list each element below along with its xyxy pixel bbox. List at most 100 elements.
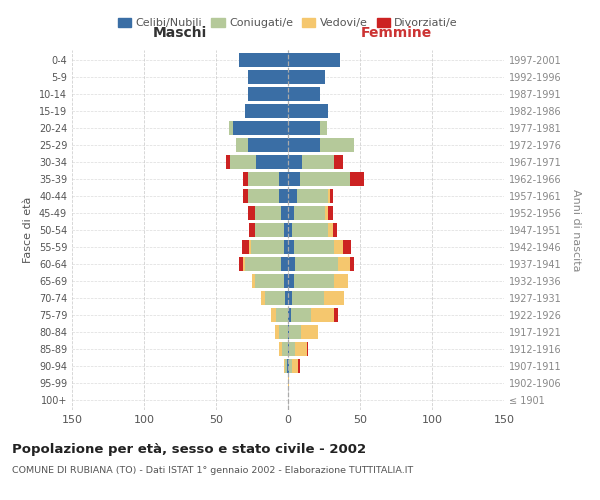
Bar <box>281 256 288 271</box>
Bar <box>288 87 320 102</box>
Bar <box>328 189 330 204</box>
Bar <box>294 206 325 220</box>
Bar <box>292 290 324 305</box>
Bar <box>284 223 288 237</box>
Bar <box>298 358 299 373</box>
Bar <box>291 308 311 322</box>
Bar <box>284 274 288 288</box>
Bar <box>294 240 334 254</box>
Bar <box>311 308 334 322</box>
Bar <box>288 290 292 305</box>
Bar <box>292 223 328 237</box>
Bar <box>334 155 343 170</box>
Bar <box>288 240 294 254</box>
Bar <box>288 189 296 204</box>
Bar <box>255 274 284 288</box>
Bar <box>244 189 248 204</box>
Bar <box>248 70 288 84</box>
Bar <box>288 342 289 356</box>
Bar <box>292 358 298 373</box>
Bar <box>289 342 295 356</box>
Bar <box>252 274 255 288</box>
Bar <box>332 223 337 237</box>
Bar <box>288 53 340 68</box>
Y-axis label: Fasce di età: Fasce di età <box>23 197 33 263</box>
Bar <box>343 240 352 254</box>
Bar <box>280 324 288 339</box>
Bar <box>288 206 294 220</box>
Bar <box>294 274 334 288</box>
Bar <box>328 206 332 220</box>
Text: Popolazione per età, sesso e stato civile - 2002: Popolazione per età, sesso e stato civil… <box>12 442 366 456</box>
Bar <box>350 172 364 186</box>
Bar <box>320 138 354 152</box>
Bar <box>248 206 255 220</box>
Bar <box>289 358 292 373</box>
Bar <box>284 240 288 254</box>
Bar <box>288 324 289 339</box>
Bar <box>244 172 248 186</box>
Bar <box>249 240 251 254</box>
Bar <box>226 155 230 170</box>
Bar <box>288 308 291 322</box>
Bar <box>299 172 350 186</box>
Bar <box>334 240 343 254</box>
Bar <box>239 256 244 271</box>
Bar <box>248 189 280 204</box>
Bar <box>229 121 233 136</box>
Bar <box>239 53 288 68</box>
Bar <box>271 308 277 322</box>
Bar <box>245 104 288 118</box>
Bar <box>282 342 288 356</box>
Bar <box>287 358 288 373</box>
Bar <box>288 274 294 288</box>
Bar <box>265 290 285 305</box>
Bar <box>288 138 320 152</box>
Bar <box>280 172 288 186</box>
Bar <box>288 223 292 237</box>
Bar <box>296 189 328 204</box>
Bar <box>285 358 287 373</box>
Bar <box>285 290 288 305</box>
Bar <box>236 138 248 152</box>
Bar <box>288 376 289 390</box>
Bar <box>255 223 284 237</box>
Bar <box>328 223 332 237</box>
Bar <box>233 121 288 136</box>
Bar <box>260 290 265 305</box>
Bar <box>248 172 280 186</box>
Bar <box>289 324 301 339</box>
Legend: Celibi/Nubili, Coniugati/e, Vedovi/e, Divorziati/e: Celibi/Nubili, Coniugati/e, Vedovi/e, Di… <box>113 13 463 32</box>
Bar <box>288 155 302 170</box>
Bar <box>350 256 354 271</box>
Bar <box>280 342 282 356</box>
Bar <box>242 240 249 254</box>
Bar <box>277 308 288 322</box>
Bar <box>288 358 289 373</box>
Bar <box>256 155 288 170</box>
Bar <box>288 172 299 186</box>
Bar <box>295 342 307 356</box>
Bar <box>230 155 256 170</box>
Bar <box>295 256 338 271</box>
Bar <box>325 206 328 220</box>
Bar <box>330 189 332 204</box>
Bar <box>307 342 308 356</box>
Text: Femmine: Femmine <box>361 26 431 40</box>
Bar <box>251 240 284 254</box>
Bar <box>320 121 327 136</box>
Bar <box>288 256 295 271</box>
Bar <box>338 256 350 271</box>
Bar <box>244 256 245 271</box>
Bar <box>301 324 318 339</box>
Bar <box>334 308 338 322</box>
Bar <box>288 70 325 84</box>
Bar <box>248 138 288 152</box>
Bar <box>324 290 344 305</box>
Bar <box>302 155 334 170</box>
Text: COMUNE DI RUBIANA (TO) - Dati ISTAT 1° gennaio 2002 - Elaborazione TUTTITALIA.IT: COMUNE DI RUBIANA (TO) - Dati ISTAT 1° g… <box>12 466 413 475</box>
Bar <box>249 223 255 237</box>
Bar <box>284 358 285 373</box>
Bar <box>334 274 349 288</box>
Bar <box>248 87 288 102</box>
